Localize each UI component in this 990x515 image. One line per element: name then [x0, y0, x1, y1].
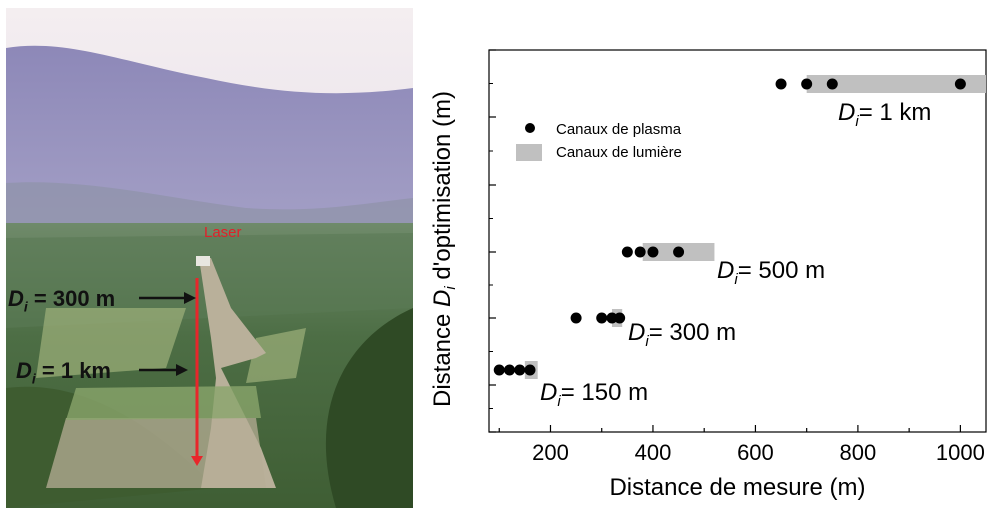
- plasma-channel-point: [514, 364, 526, 376]
- x-axis-title: Distance de mesure (m): [609, 474, 865, 501]
- plasma-channel-point: [606, 312, 618, 324]
- group-label-var: D: [628, 319, 645, 346]
- legend-plasma-marker: [525, 123, 535, 133]
- group-label-sub: i: [855, 113, 859, 130]
- plasma-channel-point: [826, 78, 838, 90]
- y-title-sub: i: [442, 286, 459, 290]
- y-title-var: D: [429, 290, 456, 307]
- marker-300-label: Di = 300 m: [8, 286, 115, 314]
- arrow-right-icon: [184, 292, 196, 304]
- marker-1km-label: Di = 1 km: [16, 358, 111, 386]
- group-label-sub: i: [557, 393, 561, 410]
- marker-300-text: = 300 m: [27, 286, 116, 311]
- group-label: Di= 300 m: [628, 319, 736, 350]
- group-label-sub: i: [734, 271, 738, 288]
- site-photo: Laser Di = 300 m Di = 1 km: [6, 8, 413, 508]
- plasma-channel-point: [503, 364, 515, 376]
- plasma-channel-point: [596, 312, 608, 324]
- var-symbol: D: [16, 358, 32, 383]
- plasma-channel-point: [621, 246, 633, 258]
- plasma-channel-point: [647, 246, 659, 258]
- laser-label: Laser: [204, 224, 242, 241]
- group-label-var: D: [540, 379, 557, 406]
- var-symbol: D: [8, 286, 24, 311]
- x-tick-label: 600: [737, 440, 774, 465]
- marker-1km-text: = 1 km: [35, 358, 111, 383]
- plasma-channel-point: [801, 78, 813, 90]
- scatter-chart: 200 400 600 800 1000 Di= 150 mDi= 300 mDi= 5…: [429, 49, 987, 501]
- legend-light-label: Canaux de lumière: [556, 144, 682, 161]
- plot-frame: [488, 49, 987, 433]
- group-label-sub: i: [645, 333, 649, 350]
- group-label: Di= 150 m: [540, 379, 648, 410]
- y-title-prefix: Distance: [429, 307, 456, 407]
- group-label-var: D: [717, 257, 734, 284]
- group-label: Di= 1 km: [838, 99, 931, 130]
- plasma-channel-point: [634, 246, 646, 258]
- x-tick-label: 800: [840, 440, 877, 465]
- group-label-text: = 300 m: [649, 319, 736, 346]
- light-channel-bar: [806, 75, 986, 93]
- arrow-right-icon: [176, 364, 188, 376]
- plasma-channel-point: [614, 312, 626, 324]
- x-tick-label: 400: [635, 440, 672, 465]
- plasma-channel-point: [775, 78, 787, 90]
- group-label-text: = 1 km: [859, 99, 932, 126]
- plasma-channel-point: [673, 246, 685, 258]
- chart-panel: 200 400 600 800 1000 Di= 150 m Di= 300 m Di= 5…: [420, 0, 990, 510]
- landscape-image: [6, 8, 413, 508]
- x-tick-label: 1000: [936, 440, 985, 465]
- plasma-channel-point: [524, 364, 536, 376]
- legend-light-marker: [516, 144, 542, 161]
- var-subscript: i: [23, 298, 28, 315]
- group-label-var: D: [838, 99, 855, 126]
- group-label: Di= 500 m: [717, 257, 825, 288]
- legend-plasma-label: Canaux de plasma: [556, 121, 682, 138]
- plasma-channel-point: [570, 312, 582, 324]
- laser-arrowhead-icon: [191, 456, 203, 466]
- x-tick-label: 200: [532, 440, 569, 465]
- group-label-text: = 500 m: [738, 257, 825, 284]
- plasma-channel-point: [493, 364, 505, 376]
- group-label-text: = 150 m: [561, 379, 648, 406]
- plasma-channel-point: [954, 78, 966, 90]
- var-subscript: i: [31, 370, 36, 387]
- y-title-suffix: d'optimisation (m): [429, 91, 456, 286]
- y-axis-title: Distance Di d'optimisation (m): [429, 91, 459, 407]
